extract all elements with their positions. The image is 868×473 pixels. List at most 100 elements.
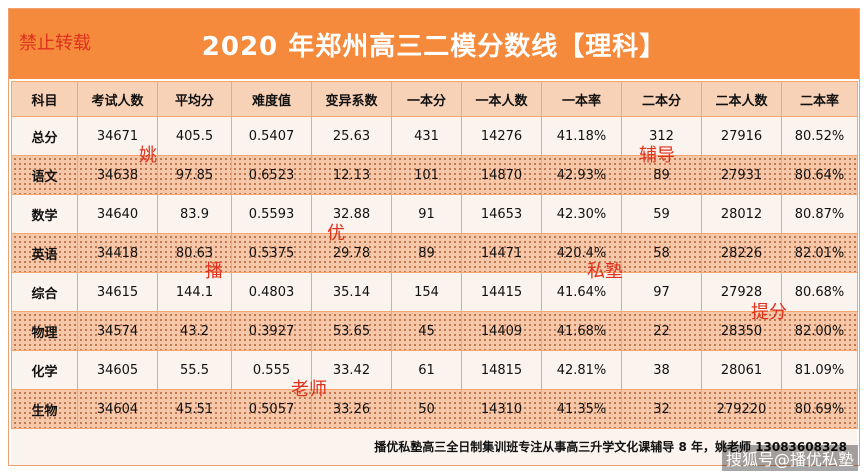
- cell-difficulty: 0.5593: [231, 194, 312, 234]
- table-row: 物理 34574 43.2 0.3927 53.65 45 14409 41.68% 22 283…: [11, 311, 858, 351]
- table-row: 英语 34418 80.63 0.5375 29.78 89 14471 420.4% 58 28…: [11, 233, 858, 273]
- cell-tier2-count: 27931: [701, 155, 782, 195]
- cell-exam-count: 34671: [77, 116, 158, 156]
- cell-variation: 12.13: [311, 155, 392, 195]
- cell-average: 80.63: [157, 233, 232, 273]
- header-tier2-count: 二本人数: [701, 81, 782, 117]
- watermark-tifen: 提分: [751, 302, 787, 323]
- no-reprint-label: 禁止转载: [19, 33, 91, 54]
- cell-subject: 英语: [11, 233, 78, 273]
- cell-tier1-count: 14653: [461, 194, 542, 234]
- page-title: 2020 年郑州高三二模分数线【理科】: [201, 32, 667, 62]
- cell-tier2-count: 28061: [701, 350, 782, 390]
- cell-tier2-count: 27916: [701, 116, 782, 156]
- watermark-laoshi: 老师: [291, 379, 327, 400]
- cell-difficulty: 0.5375: [231, 233, 312, 273]
- header-tier1-score: 一本分: [391, 81, 462, 117]
- score-sheet: 禁止转载 2020 年郑州高三二模分数线【理科】 科目 考试人数 平均分 难度值…: [8, 8, 860, 466]
- cell-average: 43.2: [157, 311, 232, 351]
- cell-tier2-score: 312: [621, 116, 702, 156]
- cell-tier2-score: 59: [621, 194, 702, 234]
- cell-average: 83.9: [157, 194, 232, 234]
- header-subject: 科目: [11, 81, 78, 117]
- cell-tier1-score: 154: [391, 272, 462, 312]
- cell-tier2-score: 89: [621, 155, 702, 195]
- cell-exam-count: 34574: [77, 311, 158, 351]
- cell-tier2-count: 28012: [701, 194, 782, 234]
- table-header-row: 科目 考试人数 平均分 难度值 变异系数 一本分 一本人数 一本率 二本分 二本…: [11, 81, 858, 117]
- source-tag: 搜狐号@播优私塾: [721, 445, 858, 471]
- cell-tier2-count: 279220: [701, 389, 782, 429]
- cell-variation: 25.63: [311, 116, 392, 156]
- cell-tier1-rate: 42.93%: [541, 155, 622, 195]
- cell-tier2-rate: 81.09%: [781, 350, 858, 390]
- cell-tier1-count: 14276: [461, 116, 542, 156]
- cell-variation: 33.26: [311, 389, 392, 429]
- cell-tier1-rate: 41.18%: [541, 116, 622, 156]
- cell-average: 405.5: [157, 116, 232, 156]
- cell-tier2-rate: 80.64%: [781, 155, 858, 195]
- cell-subject: 物理: [11, 311, 78, 351]
- score-table: 科目 考试人数 平均分 难度值 变异系数 一本分 一本人数 一本率 二本分 二本…: [11, 81, 858, 429]
- cell-exam-count: 34640: [77, 194, 158, 234]
- cell-average: 55.5: [157, 350, 232, 390]
- cell-subject: 综合: [11, 272, 78, 312]
- cell-tier2-rate: 80.52%: [781, 116, 858, 156]
- cell-tier1-rate: 41.64%: [541, 272, 622, 312]
- cell-tier2-score: 97: [621, 272, 702, 312]
- cell-tier2-rate: 82.00%: [781, 311, 858, 351]
- cell-variation: 32.88: [311, 194, 392, 234]
- cell-variation: 53.65: [311, 311, 392, 351]
- cell-tier2-rate: 80.87%: [781, 194, 858, 234]
- cell-tier1-score: 89: [391, 233, 462, 273]
- cell-tier1-count: 14409: [461, 311, 542, 351]
- cell-tier1-score: 431: [391, 116, 462, 156]
- cell-average: 45.51: [157, 389, 232, 429]
- cell-subject: 生物: [11, 389, 78, 429]
- table-row: 生物 34604 45.51 0.5057 33.26 50 14310 41.35% 32 27…: [11, 389, 858, 429]
- header-variation: 变异系数: [311, 81, 392, 117]
- table-row: 语文 34638 97.85 0.6523 12.13 101 14870 42.93% 89 2…: [11, 155, 858, 195]
- table-row: 化学 34605 55.5 0.555 33.42 61 14815 42.81% 38 2806…: [11, 350, 858, 390]
- header-exam-count: 考试人数: [77, 81, 158, 117]
- cell-tier1-score: 91: [391, 194, 462, 234]
- header-difficulty: 难度值: [231, 81, 312, 117]
- cell-variation: 35.14: [311, 272, 392, 312]
- header-average: 平均分: [157, 81, 232, 117]
- table-body: 总分 34671 405.5 0.5407 25.63 431 14276 41.18% 312…: [11, 116, 858, 429]
- cell-subject: 化学: [11, 350, 78, 390]
- cell-tier1-count: 14870: [461, 155, 542, 195]
- title-banner: 禁止转载 2020 年郑州高三二模分数线【理科】: [9, 9, 859, 79]
- table-row: 数学 34640 83.9 0.5593 32.88 91 14653 42.30% 59 280…: [11, 194, 858, 234]
- cell-tier2-count: 28226: [701, 233, 782, 273]
- cell-tier2-rate: 80.68%: [781, 272, 858, 312]
- watermark-fudao: 辅导: [639, 145, 675, 166]
- cell-tier2-score: 32: [621, 389, 702, 429]
- cell-subject: 数学: [11, 194, 78, 234]
- cell-tier1-score: 61: [391, 350, 462, 390]
- cell-tier2-rate: 82.01%: [781, 233, 858, 273]
- cell-tier2-score: 38: [621, 350, 702, 390]
- header-tier1-rate: 一本率: [541, 81, 622, 117]
- header-tier2-score: 二本分: [621, 81, 702, 117]
- cell-subject: 总分: [11, 116, 78, 156]
- cell-tier1-score: 45: [391, 311, 462, 351]
- cell-exam-count: 34418: [77, 233, 158, 273]
- footer-bar: 播优私塾高三全日制集训班专注从事高三升学文化课辅导 8 年，姚老师 130836…: [11, 429, 857, 465]
- footer-text: 播优私塾高三全日制集训班专注从事高三升学文化课辅导 8 年，姚老师 130836…: [374, 440, 847, 454]
- cell-average: 97.85: [157, 155, 232, 195]
- cell-tier1-rate: 41.68%: [541, 311, 622, 351]
- cell-tier1-count: 14815: [461, 350, 542, 390]
- watermark-yao: 姚: [139, 145, 157, 166]
- cell-difficulty: 0.5057: [231, 389, 312, 429]
- watermark-bo: 播: [205, 261, 223, 282]
- cell-exam-count: 34615: [77, 272, 158, 312]
- cell-exam-count: 34604: [77, 389, 158, 429]
- cell-variation: 29.78: [311, 233, 392, 273]
- watermark-you: 优: [327, 223, 345, 244]
- cell-tier2-score: 22: [621, 311, 702, 351]
- cell-tier1-count: 14310: [461, 389, 542, 429]
- table-row: 总分 34671 405.5 0.5407 25.63 431 14276 41.18% 312…: [11, 116, 858, 156]
- cell-difficulty: 0.5407: [231, 116, 312, 156]
- cell-tier1-rate: 42.30%: [541, 194, 622, 234]
